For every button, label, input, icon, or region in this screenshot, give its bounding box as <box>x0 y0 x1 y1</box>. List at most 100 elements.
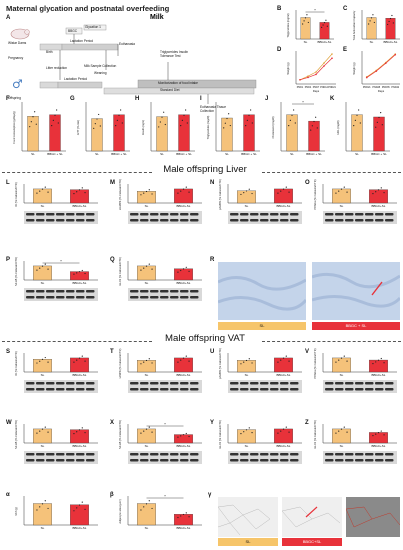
panel-label-S: S <box>6 349 11 355</box>
panel-label-N: N <box>210 180 215 186</box>
x-tick-label: SL <box>340 444 344 448</box>
data-point <box>96 118 98 120</box>
data-point <box>338 430 340 432</box>
data-point <box>280 430 282 432</box>
blot-band <box>290 459 299 462</box>
blot-band <box>190 213 199 216</box>
blot-band <box>140 388 149 391</box>
blot-band <box>355 213 364 216</box>
blot-band <box>325 388 334 391</box>
x-tick-label: PND7 <box>313 86 320 89</box>
chart-Q: GLO1 (% Calnexin/CTR) SL BBGC+SL <box>118 257 202 301</box>
timeline-panel: ♂ Wistar Dams Pregnancy Lactation Period… <box>8 22 258 122</box>
blot-band <box>250 213 259 216</box>
blot-band <box>190 388 199 391</box>
data-point <box>145 265 148 267</box>
chart-S: IR (% Calnexin/CTR) SL BBGC+SL <box>14 351 98 393</box>
western-blot <box>24 451 98 464</box>
panel-label-H: H <box>135 96 140 102</box>
blot-band <box>76 459 85 462</box>
data-point <box>243 361 245 363</box>
data-point <box>335 432 337 434</box>
divider-left-vat <box>2 341 152 342</box>
chart-K: HDL (mg/dl) SL BBGC + SL <box>336 102 390 156</box>
blot-band <box>365 453 374 456</box>
blot-band <box>375 453 384 456</box>
data-point <box>76 507 78 509</box>
timeline-glycation: Glycation 1 <box>85 25 101 29</box>
blot-band <box>26 213 35 216</box>
data-point <box>56 109 58 111</box>
data-point <box>180 515 182 517</box>
western-blot <box>128 288 202 301</box>
data-point <box>340 428 343 430</box>
data-point <box>44 186 46 188</box>
data-point <box>391 14 393 17</box>
blot-band <box>76 213 85 216</box>
blot-band <box>46 296 55 299</box>
data-point <box>372 363 374 365</box>
blot-band <box>180 290 189 293</box>
data-point <box>313 120 315 123</box>
blot-band <box>76 382 85 385</box>
chart-X: NF-kB (% Calnexin/CTR) SL BBGC+SL * <box>118 420 202 464</box>
data-point <box>248 188 250 190</box>
data-point <box>240 363 242 365</box>
series-line-1 <box>366 54 396 78</box>
data-point <box>311 125 313 127</box>
data-point <box>186 122 188 124</box>
data-point <box>84 272 86 275</box>
data-point <box>35 123 37 125</box>
blot-band <box>345 213 354 216</box>
ylabel-H: Insulin (ng/L) <box>141 120 145 135</box>
blot-band <box>180 453 189 456</box>
blot-band <box>56 382 65 385</box>
x-tick-label: SL <box>340 204 344 208</box>
blot-band <box>335 388 344 391</box>
vat-section-title: Male offspring VAT <box>165 333 245 344</box>
blot-band <box>385 213 394 216</box>
blot-band <box>365 213 374 216</box>
series-line-0 <box>299 53 333 81</box>
x-tick-label: SL <box>290 152 294 156</box>
liver-texture-bbgc <box>312 262 400 320</box>
western-blot <box>24 211 98 224</box>
data-point <box>285 426 287 428</box>
data-point <box>243 431 245 433</box>
western-blot <box>323 451 397 464</box>
blot-band <box>250 459 259 462</box>
data-point <box>285 186 287 188</box>
data-point <box>277 192 279 194</box>
blot-band <box>325 459 334 462</box>
blot-band <box>180 459 189 462</box>
blot-band <box>230 388 239 391</box>
x-tick-label: SL <box>160 152 164 156</box>
blot-band <box>36 296 45 299</box>
data-point <box>47 191 49 193</box>
data-point <box>116 119 118 122</box>
timeline-diagram: ♂ <box>10 24 257 104</box>
data-point <box>44 500 46 502</box>
blot-band <box>280 388 289 391</box>
blot-band <box>345 382 354 385</box>
timeline-pregnancy: Pregnancy <box>8 56 24 60</box>
ylabel-S: IR (% Calnexin/CTR) <box>14 351 18 375</box>
blot-band <box>385 388 394 391</box>
data-point <box>356 114 358 116</box>
blot-band <box>180 388 189 391</box>
blot-band <box>170 213 179 216</box>
data-point <box>78 429 81 431</box>
line-point <box>323 65 325 67</box>
blot-band <box>150 388 159 391</box>
blot-band <box>335 213 344 216</box>
data-point <box>315 116 317 118</box>
data-point <box>372 435 374 437</box>
data-point <box>93 127 95 129</box>
bar-T-1 <box>174 357 193 373</box>
chart-T: tAMPK (% Calnexin/CTR) SL BBGC+SL <box>118 349 202 393</box>
blot-band <box>240 213 249 216</box>
chart-C: Total Antioxidant Capacity SL BBGC+SL <box>352 10 400 44</box>
blot-band <box>66 382 75 385</box>
ylabel-T: tAMPK (% Calnexin/CTR) <box>118 349 122 379</box>
blot-band <box>260 213 269 216</box>
